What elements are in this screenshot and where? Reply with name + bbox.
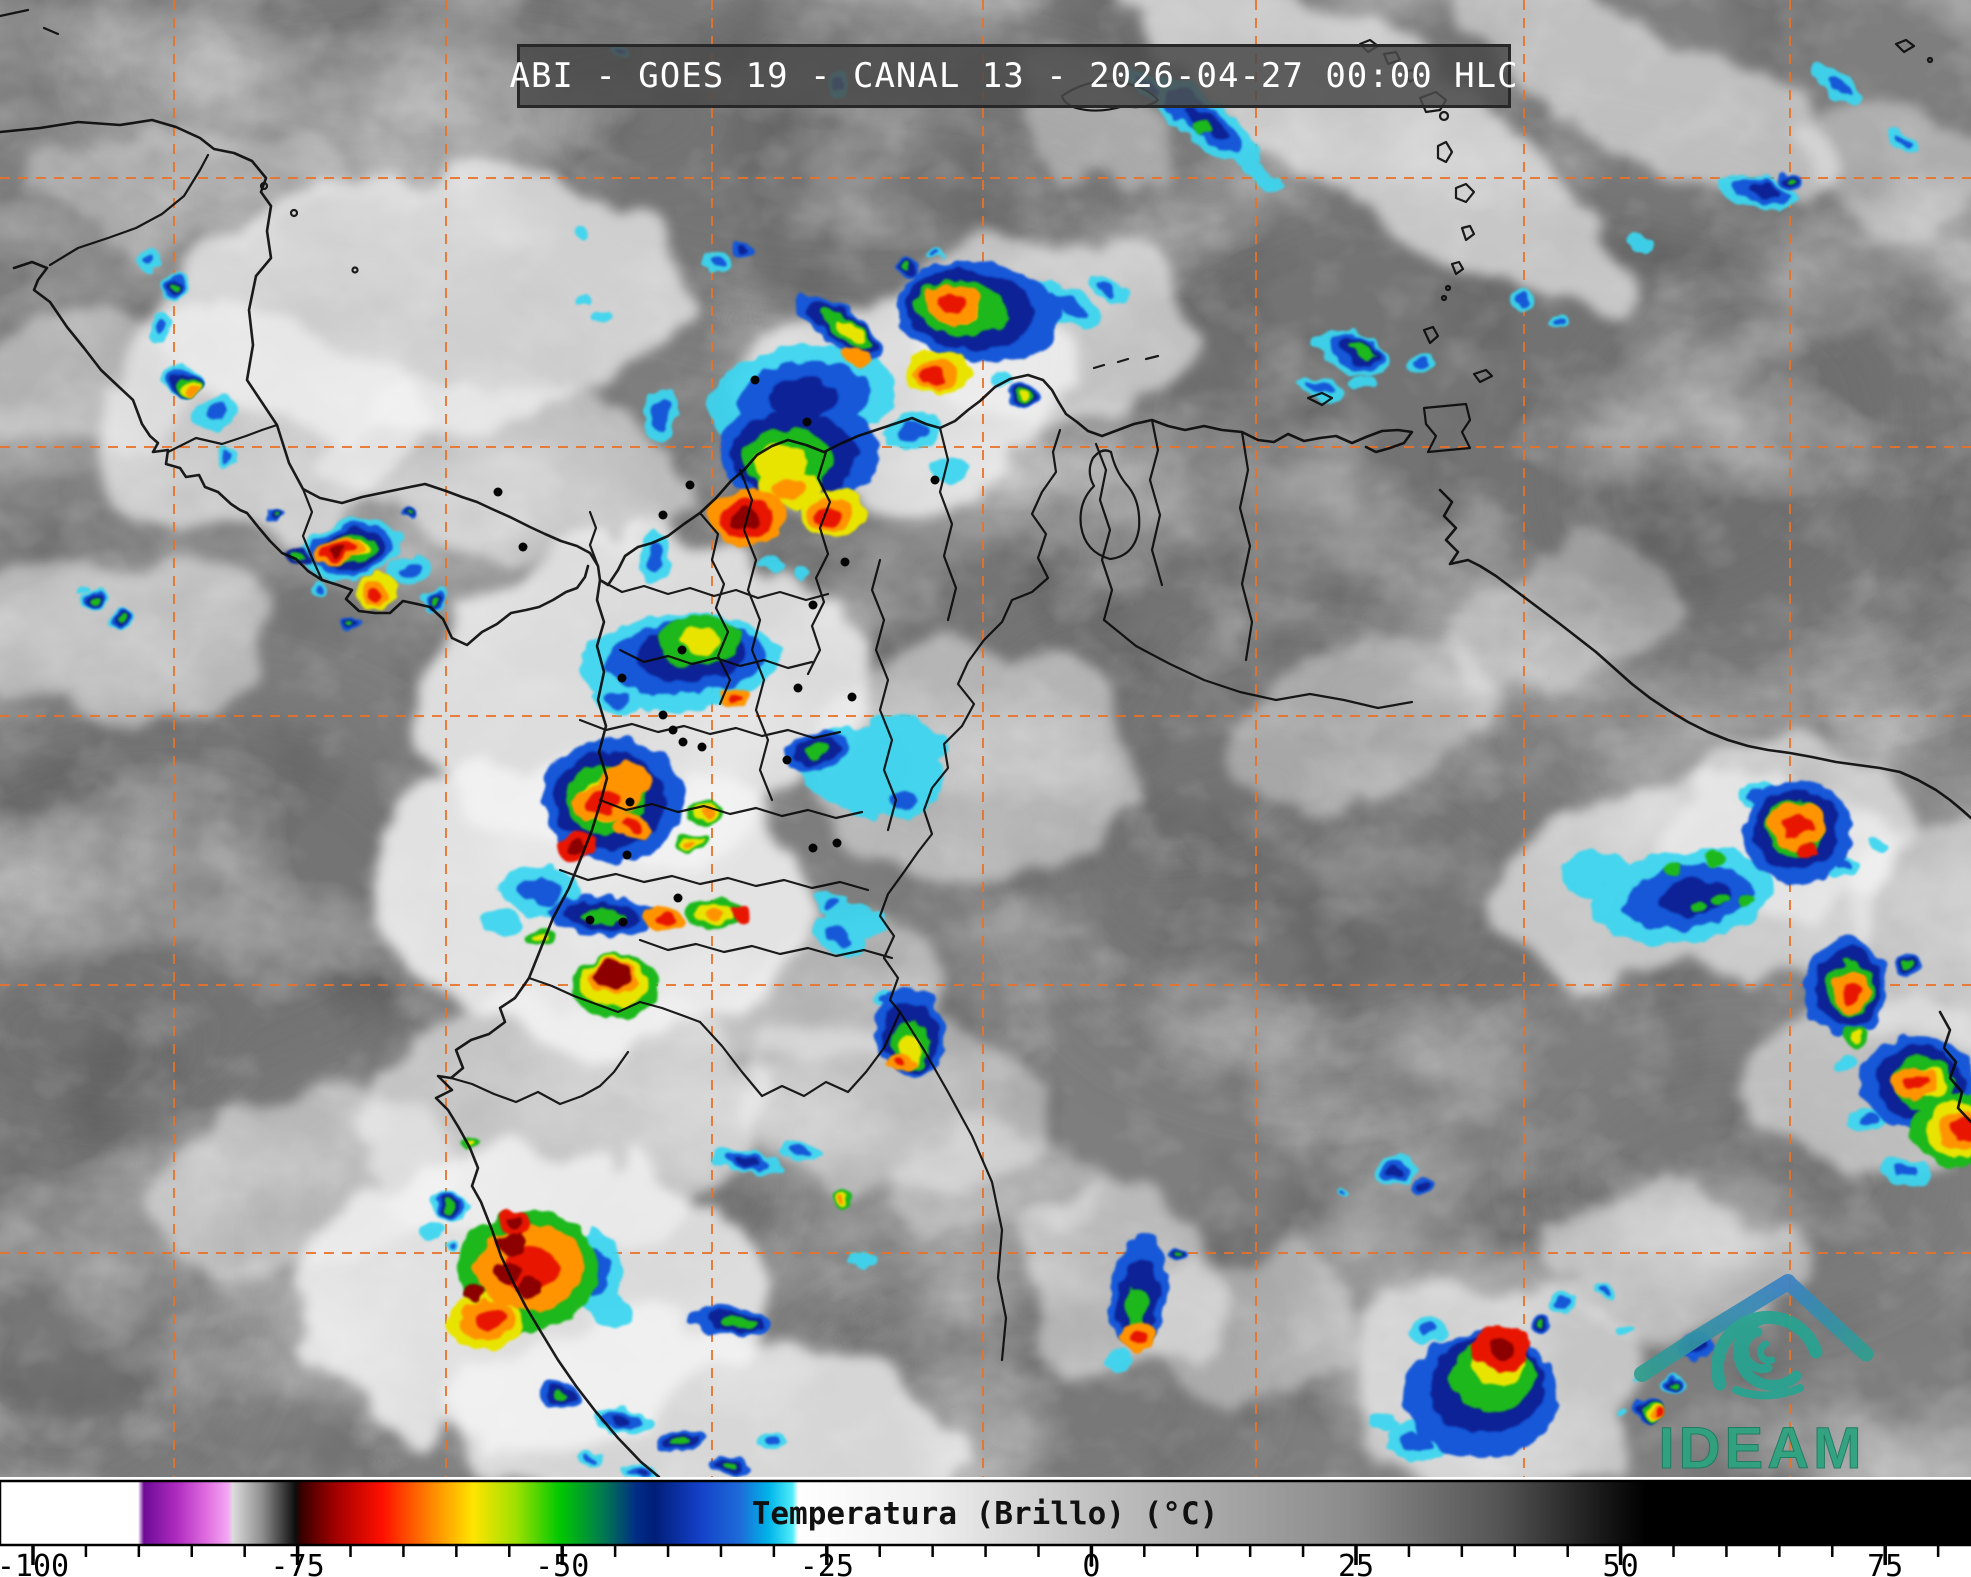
title-text: ABI - GOES 19 - CANAL 13 - 2026-04-27 00…: [509, 56, 1519, 96]
country-borders: [0, 8, 1971, 1479]
svg-text:-75: -75: [271, 1549, 325, 1577]
svg-text:-100: -100: [0, 1549, 69, 1577]
colorbar-svg: -100 -75 -50 -25 0 25 50 75 Temperatura (Brillo…: [0, 1479, 1971, 1577]
svg-text:0: 0: [1082, 1549, 1100, 1577]
ideam-logo-text: IDEAM: [1659, 1416, 1866, 1481]
svg-text:25: 25: [1338, 1549, 1374, 1577]
svg-text:50: 50: [1603, 1549, 1639, 1577]
svg-text:-25: -25: [800, 1549, 854, 1577]
latlon-grid: [0, 0, 1971, 1477]
svg-text:-50: -50: [535, 1549, 589, 1577]
colorbar-gradient: [0, 1479, 1971, 1547]
title-banner: ABI - GOES 19 - CANAL 13 - 2026-04-27 00…: [509, 44, 1518, 108]
caribbean-coastline: [0, 118, 1414, 587]
internal-borders: [48, 153, 1414, 1362]
temperature-colorbar: -100 -75 -50 -25 0 25 50 75 Temperatura (Brillo…: [0, 1477, 1971, 1577]
pacific-coastline: [12, 260, 590, 647]
svg-text:75: 75: [1867, 1549, 1903, 1577]
guiana-coast: [1938, 1010, 1971, 1124]
colombia-pacific-coast: [434, 578, 661, 1479]
colorbar-ticks: [31, 1545, 1940, 1565]
ideam-logo: IDEAM: [1634, 1274, 1874, 1482]
orinoco-delta: [1438, 488, 1971, 820]
colorbar-title: Temperatura (Brillo) (°C): [752, 1496, 1219, 1532]
city-dots: [493, 375, 940, 927]
colorbar-tick-labels: -100 -75 -50 -25 0 25 50 75: [0, 1549, 1903, 1577]
hurricane-spiral-icon: [1634, 1274, 1874, 1400]
